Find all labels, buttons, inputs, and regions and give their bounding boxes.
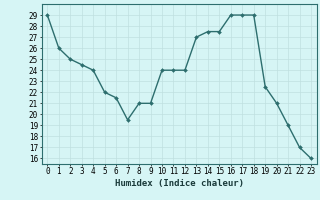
X-axis label: Humidex (Indice chaleur): Humidex (Indice chaleur)	[115, 179, 244, 188]
